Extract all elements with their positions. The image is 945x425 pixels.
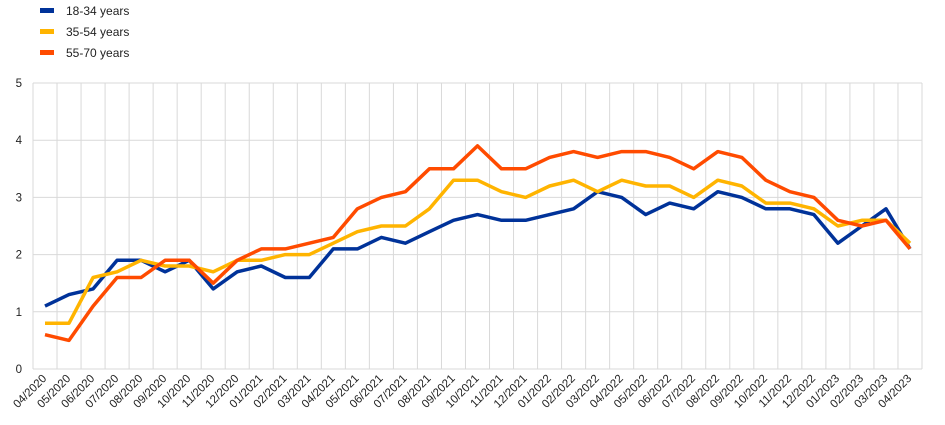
- chart-grid: [32, 82, 923, 370]
- y-axis-tick-labels: 0 1 2 3 4 5: [16, 78, 23, 376]
- series-line-1: [44, 189, 912, 308]
- chart-series-lines: [44, 144, 912, 343]
- y-tick-label: 2: [16, 250, 22, 262]
- chart-legend: 18-34 years 35-54 years 55-70 years: [40, 0, 129, 63]
- series-line-3: [44, 144, 912, 343]
- series-line-2: [45, 178, 912, 325]
- legend-swatch-series-3: [40, 50, 54, 55]
- legend-label-series-1: 18-34 years: [66, 3, 130, 18]
- legend-label-series-2: 35-54 years: [66, 24, 130, 39]
- y-tick-label: 3: [16, 192, 22, 204]
- x-axis-tick-labels: 04/202005/202006/202007/202008/202009/20…: [11, 373, 914, 411]
- legend-item-series-3: 55-70 years: [40, 42, 129, 63]
- legend-item-series-1: 18-34 years: [40, 0, 129, 21]
- y-tick-label: 4: [16, 135, 23, 147]
- legend-swatch-series-1: [40, 8, 54, 13]
- legend-item-series-2: 35-54 years: [40, 21, 129, 42]
- y-tick-label: 5: [16, 78, 22, 90]
- y-tick-label: 1: [16, 307, 22, 319]
- y-tick-label: 0: [16, 364, 22, 376]
- legend-swatch-series-2: [40, 29, 54, 34]
- legend-label-series-3: 55-70 years: [66, 45, 130, 60]
